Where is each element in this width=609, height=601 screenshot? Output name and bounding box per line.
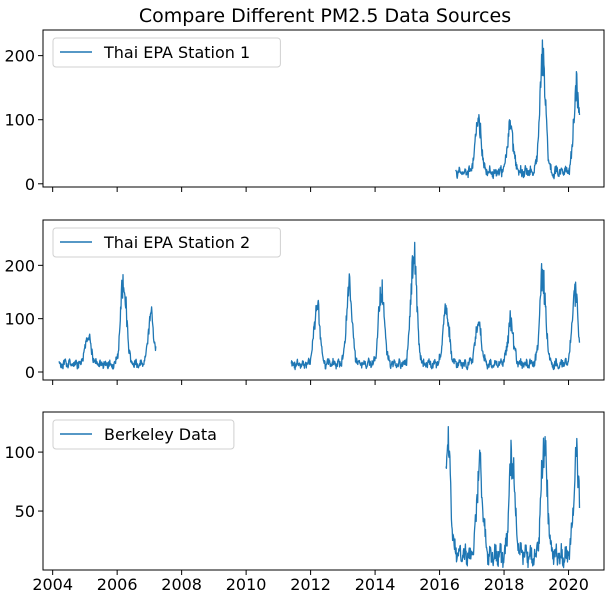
legend: Berkeley Data: [52, 419, 235, 450]
x-tick-label: 2020: [548, 575, 589, 594]
series-line: [445, 426, 581, 569]
x-tick-label: 2006: [97, 575, 138, 594]
y-tick-label: 100: [4, 310, 35, 329]
legend-box: [52, 227, 281, 258]
plot-frame: [42, 219, 605, 381]
plot-frame: [42, 411, 605, 571]
series-line: [58, 241, 581, 371]
legend-label: Thai EPA Station 2: [103, 233, 250, 252]
y-tick-label: 0: [25, 363, 35, 382]
y-tick-label: 200: [4, 256, 35, 275]
legend-box: [52, 419, 235, 450]
legend: Thai EPA Station 2: [52, 227, 281, 258]
panel-2: 0 100 200 Thai EPA Station 2: [4, 219, 605, 385]
legend-box: [52, 37, 281, 68]
x-tick-label: 2004: [32, 575, 73, 594]
x-tick-label: 2018: [484, 575, 525, 594]
x-tick-label: 2014: [355, 575, 396, 594]
y-tick-label: 100: [4, 443, 35, 462]
panel-3: 50 100 2004 2006 2008 2010 2012 2014 2016 2018 202…: [4, 411, 605, 594]
plot-frame: [42, 29, 605, 188]
y-tick-label: 50: [15, 502, 35, 521]
legend-label: Berkeley Data: [104, 425, 217, 444]
x-tick-label: 2016: [419, 575, 460, 594]
y-tick-label: 100: [4, 111, 35, 130]
legend: Thai EPA Station 1: [52, 37, 281, 68]
y-tick-label: 0: [25, 175, 35, 194]
chart-title: Compare Different PM2.5 Data Sources: [139, 5, 511, 27]
legend-label: Thai EPA Station 1: [103, 43, 250, 62]
series-line: [455, 39, 581, 180]
x-tick-label: 2012: [290, 575, 331, 594]
x-tick-label: 2008: [161, 575, 202, 594]
y-tick-label: 200: [4, 47, 35, 66]
x-tick-label: 2010: [226, 575, 267, 594]
panel-1: 0 100 200 Thai EPA Station 1: [4, 29, 605, 194]
